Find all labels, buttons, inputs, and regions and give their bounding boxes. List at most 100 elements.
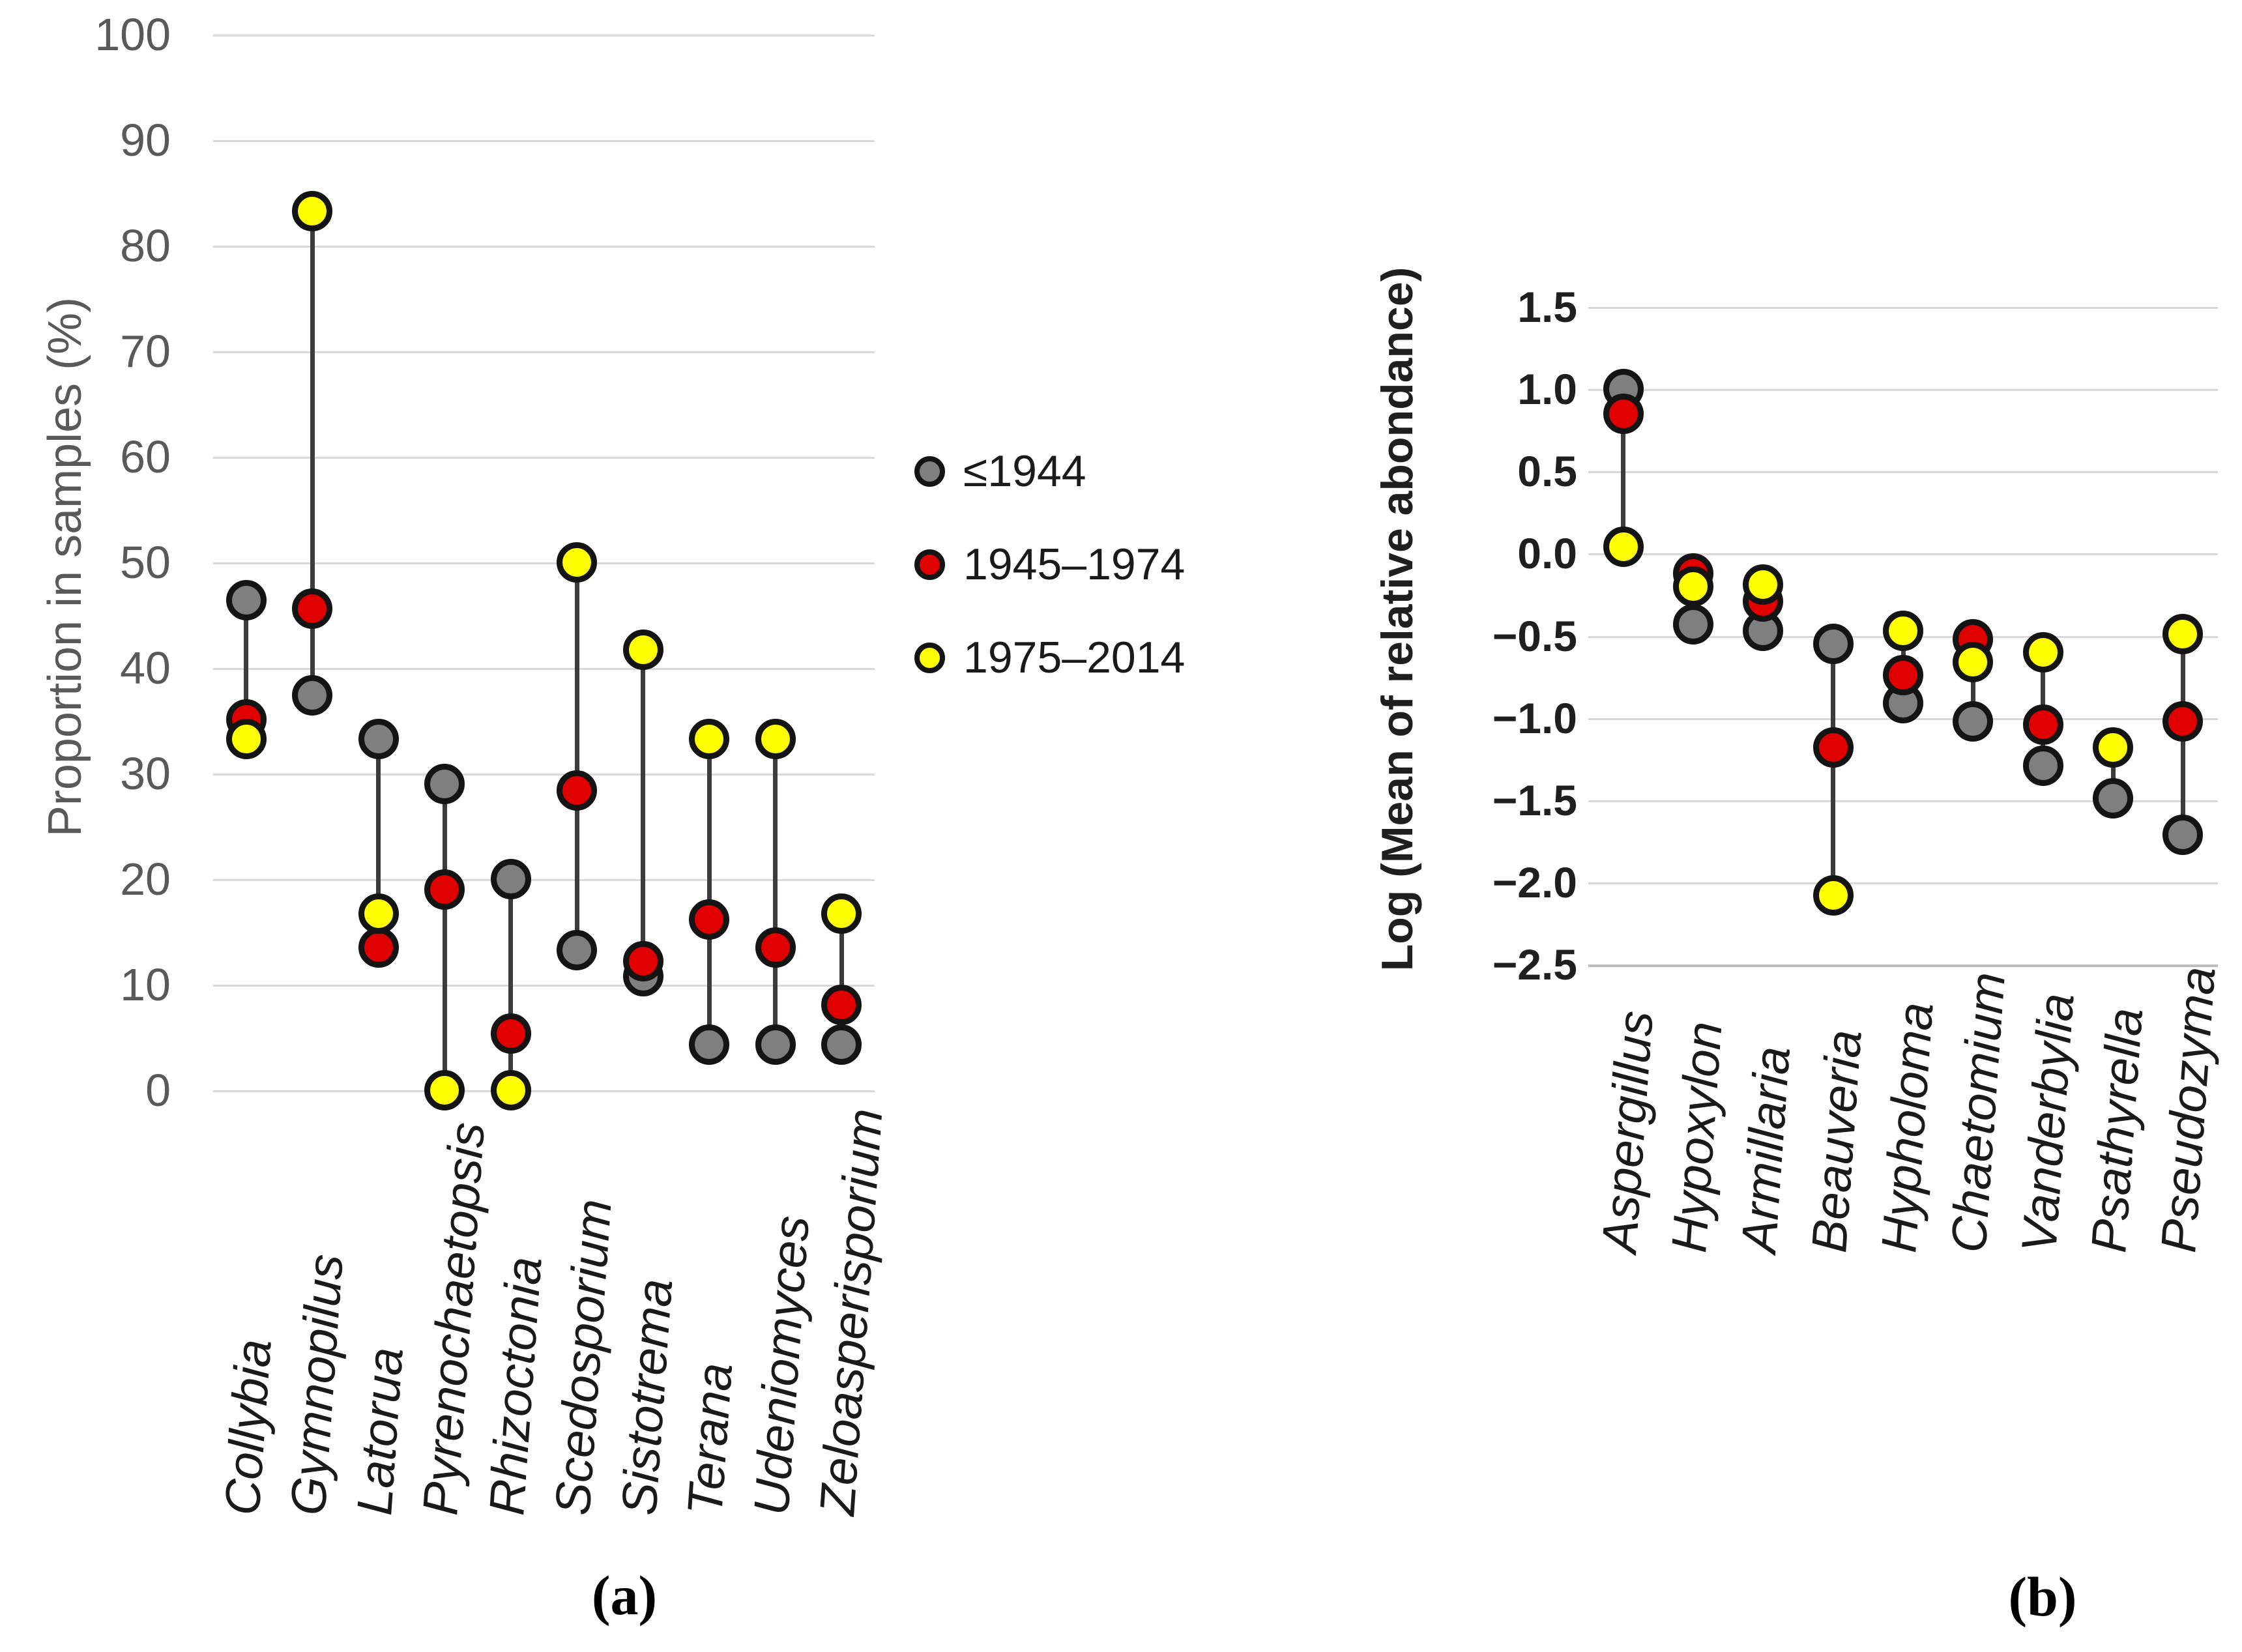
marker-1945-1974 <box>491 1013 531 1054</box>
marker-le1944 <box>1673 604 1713 645</box>
category-label: Armillaria <box>1731 1045 1801 1254</box>
marker-1975-2014 <box>292 191 332 231</box>
marker-1975-2014 <box>1953 642 1993 682</box>
marker-le1944 <box>821 1024 862 1065</box>
legend-label-1945-1974: 1945–1974 <box>963 540 1186 589</box>
marker-1945-1974 <box>1883 655 1923 695</box>
marker-le1944 <box>755 1024 796 1065</box>
legend-label-le1944: ≤1944 <box>963 446 1086 496</box>
y-tick-label: 0.5 <box>1517 447 1577 495</box>
marker-1945-1974 <box>557 770 597 811</box>
gridline <box>1588 882 2218 884</box>
connector-line <box>575 562 579 950</box>
legend-dot-1975-2014 <box>914 643 945 673</box>
marker-1945-1974 <box>755 927 796 968</box>
connector-line <box>839 914 844 1045</box>
marker-1945-1974 <box>424 869 465 910</box>
category-label: Udeniomyces <box>744 1213 821 1517</box>
marker-le1944 <box>1953 701 1993 742</box>
y-tick-label: 1.0 <box>1517 365 1577 413</box>
category-label: Latorua <box>347 1345 414 1517</box>
marker-le1944 <box>2093 778 2133 819</box>
y-tick-label: 20 <box>120 854 171 905</box>
gridline <box>1588 964 2218 967</box>
marker-1975-2014 <box>623 630 663 670</box>
marker-le1944 <box>491 859 531 899</box>
marker-1945-1974 <box>689 899 729 940</box>
marker-1975-2014 <box>1673 566 1713 607</box>
gridline <box>213 879 875 881</box>
y-tick-label: 1.5 <box>1517 283 1577 331</box>
gridline <box>1588 553 2218 555</box>
marker-1945-1974 <box>1603 394 1644 434</box>
category-label: Vanderbylia <box>2011 991 2085 1254</box>
gridline <box>1588 800 2218 802</box>
marker-le1944 <box>226 580 267 620</box>
y-tick-label: −2.5 <box>1492 940 1577 989</box>
gridline <box>213 562 875 564</box>
panel-a-caption: (a) <box>591 1564 658 1627</box>
category-label: Terana <box>677 1361 744 1517</box>
category-label: Rhizoctonia <box>479 1254 553 1517</box>
marker-1975-2014 <box>821 893 862 934</box>
connector-line <box>641 650 645 976</box>
gridline <box>213 668 875 670</box>
marker-1945-1974 <box>623 941 663 981</box>
marker-1945-1974 <box>292 588 332 629</box>
category-label: Hypholoma <box>1871 1000 1944 1254</box>
y-tick-label: 40 <box>120 643 171 693</box>
y-tick-label: 30 <box>120 748 171 799</box>
marker-1945-1974 <box>2162 701 2203 742</box>
category-label: Hypoxylon <box>1661 1020 1733 1254</box>
marker-le1944 <box>424 764 465 804</box>
connector-line <box>443 784 447 1090</box>
marker-1975-2014 <box>2093 727 2133 768</box>
marker-1975-2014 <box>755 719 796 759</box>
connector-line <box>376 739 381 948</box>
category-label: Pseudozyma <box>2151 964 2226 1254</box>
marker-1975-2014 <box>1743 564 1783 605</box>
marker-le1944 <box>557 930 597 970</box>
category-label: Beauveria <box>1801 1028 1872 1254</box>
marker-1975-2014 <box>226 719 267 759</box>
marker-le1944 <box>358 719 399 759</box>
marker-1945-1974 <box>821 985 862 1025</box>
legend-dot-1945-1974 <box>914 549 945 580</box>
y-tick-label: 80 <box>120 220 171 271</box>
gridline <box>213 985 875 987</box>
category-label: Chaetomium <box>1941 970 2016 1254</box>
y-tick-label: 70 <box>120 326 171 377</box>
marker-1975-2014 <box>424 1070 465 1110</box>
gridline <box>213 246 875 248</box>
marker-le1944 <box>292 675 332 716</box>
connector-line <box>1621 389 1625 547</box>
gridline <box>213 35 875 36</box>
marker-1975-2014 <box>358 893 399 934</box>
legend-dot-le1944 <box>914 456 945 487</box>
y-tick-label: 60 <box>120 431 171 482</box>
y-tick-label: −2.0 <box>1492 858 1577 906</box>
connector-line <box>508 879 513 1090</box>
gridline <box>213 774 875 775</box>
y-tick-label: −1.0 <box>1492 694 1577 742</box>
y-tick-label: 90 <box>120 115 171 166</box>
panel-b-caption: (b) <box>2008 1565 2077 1628</box>
gridline <box>213 140 875 142</box>
gridline <box>213 351 875 353</box>
category-label: Psathyrella <box>2081 1006 2154 1254</box>
y-tick-label: 100 <box>95 9 171 60</box>
marker-1975-2014 <box>557 542 597 583</box>
gridline <box>1588 471 2218 473</box>
marker-le1944 <box>2023 746 2063 786</box>
marker-1975-2014 <box>689 719 729 759</box>
y-tick-label: 0 <box>145 1065 171 1116</box>
gridline <box>213 1090 875 1092</box>
gridline <box>1588 389 2218 391</box>
marker-1975-2014 <box>1813 875 1854 916</box>
connector-line <box>773 739 778 1045</box>
y-tick-label: 0.0 <box>1517 529 1577 577</box>
gridline <box>213 457 875 459</box>
marker-1975-2014 <box>1603 527 1644 567</box>
y-tick-label: 50 <box>120 537 171 588</box>
